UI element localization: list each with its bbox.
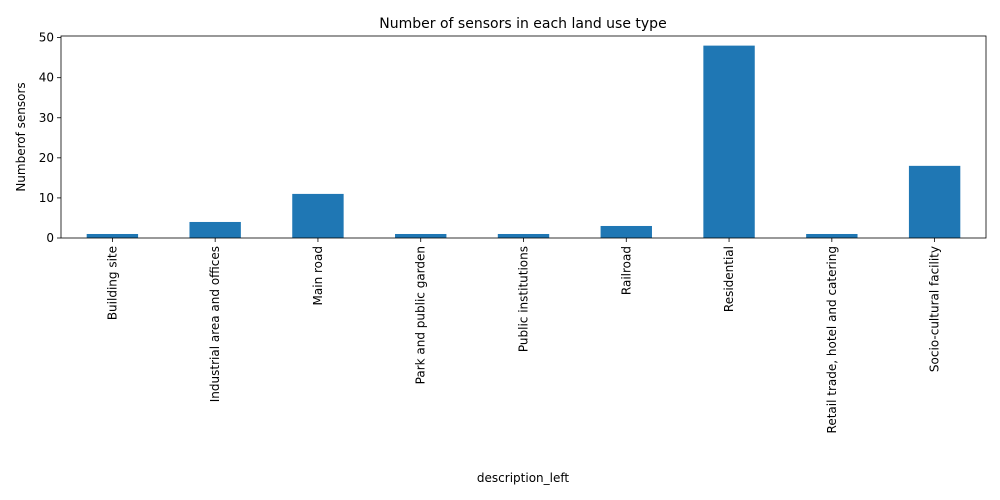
x-tick-label-2: Main road [311,246,325,305]
bar-1 [189,221,241,238]
bar-7 [806,233,858,238]
bar-4 [497,233,550,238]
y-axis-label: Numberof sensors [14,82,28,191]
x-axis-ticks: Building site Industrial area and offices… [105,238,942,433]
x-tick-label-4: Public institutions [517,246,531,352]
bar-2 [292,193,344,238]
bars-group [86,45,961,239]
y-tick-label-1: 10 [39,191,54,205]
x-tick-label-3: Park and public garden [414,246,428,384]
chart-title: Number of sensors in each land use type [379,16,666,32]
y-tick-label-0: 0 [46,231,54,245]
plot-frame [60,35,987,239]
x-tick-label-1: Industrial area and offices [208,246,222,402]
bar-0 [86,233,139,238]
x-tick-label-5: Railroad [619,246,633,295]
bar-5 [600,225,652,238]
y-tick-label-3: 30 [39,111,54,125]
y-axis-ticks: 0 10 20 30 40 50 [39,31,61,245]
x-tick-label-7: Retail trade, hotel and catering [825,246,839,433]
bar-6 [703,45,755,239]
y-tick-label-5: 50 [39,31,54,45]
y-tick-label-2: 20 [39,151,54,165]
y-tick-label-4: 40 [39,71,54,85]
x-tick-label-0: Building site [105,246,119,320]
x-tick-label-6: Residential [722,246,736,312]
bar-8 [908,165,961,238]
x-axis-label: description_left [477,471,569,485]
bar-3 [395,233,447,238]
x-tick-label-8: Socio-cultural facility [928,246,942,372]
